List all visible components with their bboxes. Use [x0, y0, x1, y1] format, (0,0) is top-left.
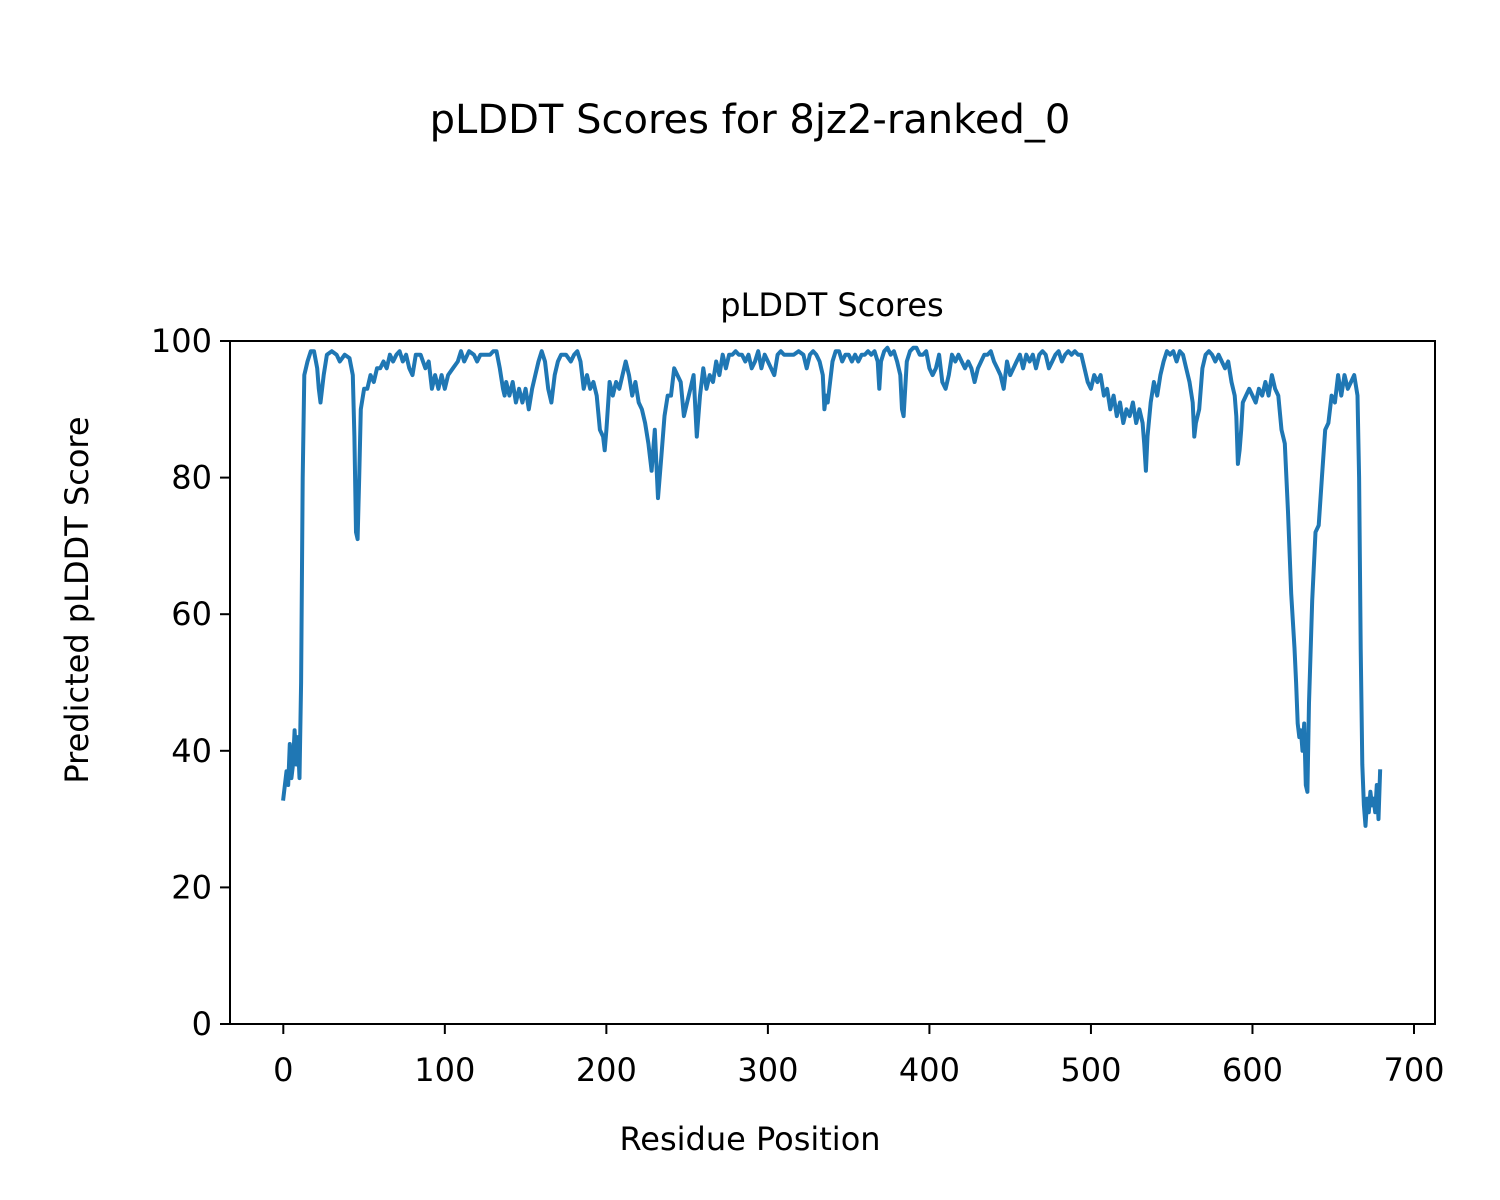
x-tick-label: 600	[1222, 1051, 1283, 1089]
x-tick-label: 700	[1383, 1051, 1444, 1089]
chart-title: pLDDT Scores	[720, 286, 943, 324]
x-tick-label: 500	[1060, 1051, 1121, 1089]
axis-ticks: 0 100 200 300 400 500 600 700 0 20 40 60 80 100	[151, 322, 1445, 1089]
figure-title: pLDDT Scores for 8jz2-ranked_0	[430, 97, 1071, 143]
x-axis-label: Residue Position	[619, 1120, 880, 1158]
x-tick-label: 0	[273, 1051, 293, 1089]
y-axis-label: Predicted pLDDT Score	[58, 416, 96, 783]
plot-area-frame	[229, 340, 1436, 1025]
x-tick-label: 100	[414, 1051, 475, 1089]
y-tick-label: 80	[171, 459, 212, 497]
x-tick-label: 200	[576, 1051, 637, 1089]
y-tick-label: 100	[151, 322, 212, 360]
series-line	[281, 345, 1383, 828]
y-tick-label: 20	[171, 868, 212, 906]
x-tick-label: 300	[737, 1051, 798, 1089]
y-tick-label: 40	[171, 732, 212, 770]
x-tick-label: 400	[899, 1051, 960, 1089]
y-tick-label: 0	[192, 1005, 212, 1043]
y-tick-label: 60	[171, 595, 212, 633]
